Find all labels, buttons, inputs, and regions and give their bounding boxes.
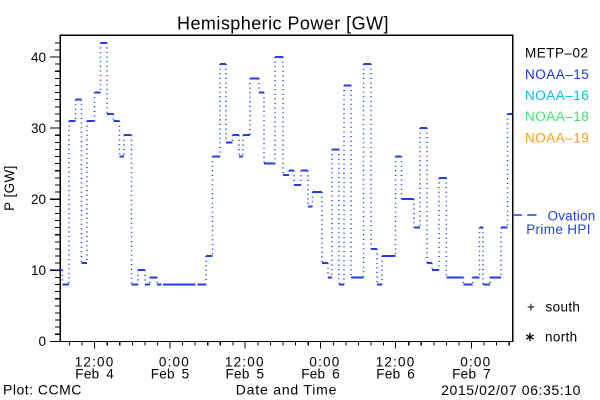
- svg-text:NOAA–18: NOAA–18: [525, 109, 589, 124]
- svg-text:6: 6: [407, 367, 415, 382]
- svg-text:Prime HPI: Prime HPI: [526, 222, 591, 237]
- svg-text:Feb: Feb: [151, 367, 175, 382]
- svg-text:40: 40: [31, 50, 46, 65]
- svg-text:12:00: 12:00: [376, 355, 416, 370]
- svg-text:Feb: Feb: [226, 367, 250, 382]
- svg-text:Feb: Feb: [376, 367, 400, 382]
- svg-text:30: 30: [31, 121, 46, 136]
- svg-text:0:00: 0:00: [309, 355, 340, 370]
- svg-text:Feb: Feb: [452, 367, 476, 382]
- svg-text:0:00: 0:00: [159, 355, 190, 370]
- svg-text:south: south: [546, 300, 581, 315]
- svg-text:Ovation: Ovation: [548, 209, 596, 224]
- svg-text:2015/02/07 06:35:10: 2015/02/07 06:35:10: [441, 382, 581, 398]
- svg-text:Feb: Feb: [75, 367, 99, 382]
- svg-text:NOAA–19: NOAA–19: [525, 130, 589, 145]
- svg-text:12:00: 12:00: [75, 355, 115, 370]
- svg-text:NOAA–16: NOAA–16: [525, 88, 589, 103]
- svg-text:7: 7: [483, 367, 491, 382]
- svg-text:north: north: [545, 329, 578, 344]
- svg-text:0: 0: [38, 334, 46, 349]
- svg-text:NOAA–15: NOAA–15: [525, 67, 589, 82]
- svg-text:5: 5: [256, 367, 264, 382]
- svg-text:5: 5: [182, 367, 190, 382]
- svg-text:0:00: 0:00: [460, 355, 491, 370]
- svg-text:+: +: [527, 300, 535, 315]
- svg-text:10: 10: [31, 263, 46, 278]
- svg-text:P [GW]: P [GW]: [2, 165, 17, 211]
- svg-text:Hemispheric Power [GW]: Hemispheric Power [GW]: [177, 14, 389, 34]
- svg-text:6: 6: [332, 367, 340, 382]
- svg-text:4: 4: [106, 367, 114, 382]
- svg-text:Feb: Feb: [301, 367, 325, 382]
- svg-text:Plot: CCMC: Plot: CCMC: [3, 382, 82, 398]
- svg-text:Date and Time: Date and Time: [236, 382, 337, 398]
- svg-text:12:00: 12:00: [225, 355, 265, 370]
- svg-text:METP–02: METP–02: [525, 46, 589, 61]
- svg-text:20: 20: [31, 192, 46, 207]
